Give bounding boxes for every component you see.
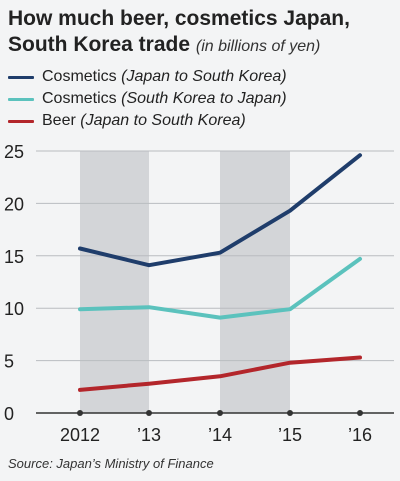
x-tick-dot <box>77 410 83 416</box>
x-tick-dot <box>146 410 152 416</box>
source-note: Source: Japan’s Ministry of Finance <box>8 456 214 471</box>
y-tick-label: 10 <box>4 299 24 319</box>
y-tick-label: 0 <box>4 404 14 424</box>
legend-item-cosmetics-kr-jp: Cosmetics (South Korea to Japan) <box>8 88 287 110</box>
legend-item-cosmetics-jp-kr: Cosmetics (Japan to South Korea) <box>8 66 287 88</box>
chart-title-sub: (in billions of yen) <box>195 38 321 55</box>
legend-swatch <box>8 97 34 101</box>
x-tick-label: 2012 <box>60 425 100 445</box>
legend-swatch <box>8 75 34 79</box>
x-tick-dot <box>217 410 223 416</box>
y-tick-label: 15 <box>4 247 24 267</box>
legend-swatch <box>8 119 34 123</box>
legend-detail: (South Korea to Japan) <box>121 90 287 107</box>
legend-detail: (Japan to South Korea) <box>80 112 246 129</box>
legend-label: Cosmetics <box>42 90 117 107</box>
legend-label: Cosmetics <box>42 68 117 85</box>
y-tick-label: 5 <box>4 352 14 372</box>
y-tick-label: 25 <box>4 142 24 162</box>
x-tick-label: ’13 <box>137 425 161 445</box>
shaded-band <box>80 151 149 413</box>
legend-detail: (Japan to South Korea) <box>121 68 287 85</box>
chart-legend: Cosmetics (Japan to South Korea) Cosmeti… <box>8 66 287 132</box>
chart-title-main: How much beer, cosmetics Japan, South Ko… <box>8 7 350 56</box>
legend-label: Beer <box>42 112 76 129</box>
x-tick-dot <box>357 410 363 416</box>
y-tick-label: 20 <box>4 194 24 214</box>
legend-item-beer-jp-kr: Beer (Japan to South Korea) <box>8 110 287 132</box>
chart-title: How much beer, cosmetics Japan, South Ko… <box>8 6 394 60</box>
x-tick-label: ’16 <box>348 425 372 445</box>
x-tick-label: ’14 <box>208 425 232 445</box>
x-tick-label: ’15 <box>278 425 302 445</box>
x-tick-dot <box>287 410 293 416</box>
